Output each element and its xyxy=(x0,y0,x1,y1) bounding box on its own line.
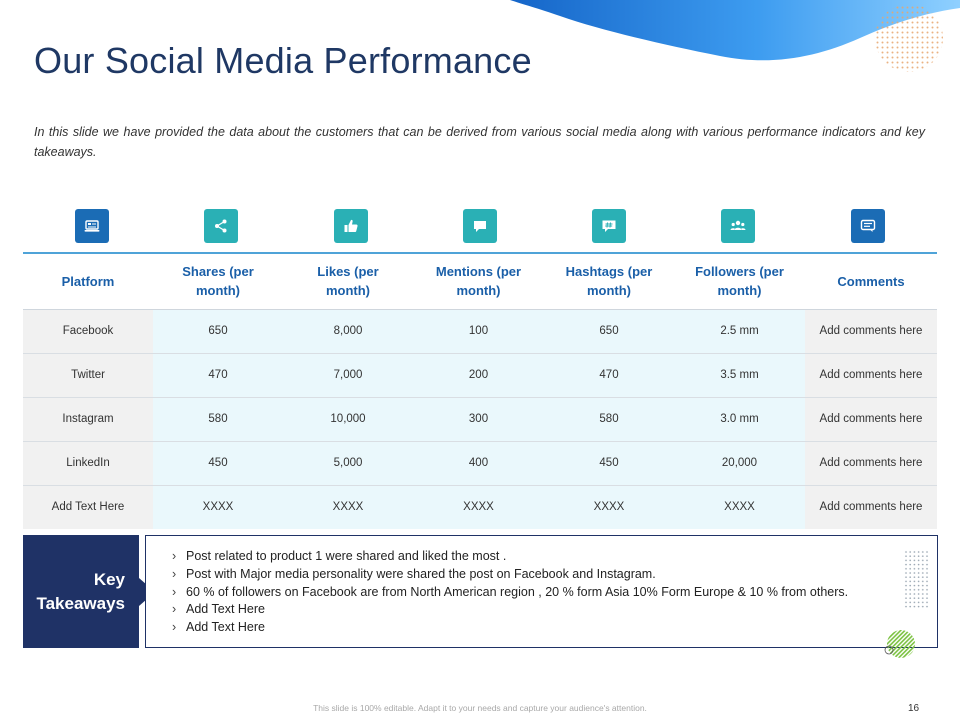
takeaway-item: Post with Major media personality were s… xyxy=(172,566,937,584)
laptop-icon xyxy=(75,209,109,243)
cell-comments[interactable]: Add comments here xyxy=(805,309,937,354)
cell-mentions: 100 xyxy=(413,309,544,354)
cell-mentions: XXXX xyxy=(413,485,544,529)
table-row: LinkedIn 450 5,000 400 450 20,000 Add co… xyxy=(23,441,937,486)
decorative-green-circle xyxy=(884,630,915,658)
header-hashtags: Hashtags (per month) xyxy=(544,252,674,310)
cell-hashtags: 470 xyxy=(544,353,674,398)
cell-mentions: 300 xyxy=(413,397,544,442)
intro-paragraph: In this slide we have provided the data … xyxy=(34,125,925,159)
cell-followers: 3.5 mm xyxy=(674,353,805,398)
cell-hashtags: 450 xyxy=(544,441,674,486)
page-title: Our Social Media Performance xyxy=(34,40,532,81)
key-takeaways-label: Key Takeaways xyxy=(23,535,139,648)
cell-hashtags: 650 xyxy=(544,309,674,354)
cell-comments[interactable]: Add comments here xyxy=(805,485,937,529)
cell-shares: 580 xyxy=(153,397,283,442)
page-number: 16 xyxy=(908,703,920,714)
takeaway-item[interactable]: Add Text Here xyxy=(172,619,937,637)
cell-likes: 8,000 xyxy=(283,309,413,354)
cell-platform: Twitter xyxy=(23,353,153,398)
cell-comments[interactable]: Add comments here xyxy=(805,441,937,486)
header-mentions: Mentions (per month) xyxy=(413,252,544,310)
cell-likes: XXXX xyxy=(283,485,413,529)
cell-platform[interactable]: Add Text Here xyxy=(23,485,153,529)
cell-followers: XXXX xyxy=(674,485,805,529)
cell-followers: 2.5 mm xyxy=(674,309,805,354)
cell-shares: 450 xyxy=(153,441,283,486)
key-takeaways-box: Post related to product 1 were shared an… xyxy=(145,535,938,648)
cell-platform: Facebook xyxy=(23,309,153,354)
share-icon xyxy=(204,209,238,243)
cell-followers: 3.0 mm xyxy=(674,397,805,442)
header-followers: Followers (per month) xyxy=(674,252,805,310)
cell-shares: XXXX xyxy=(153,485,283,529)
header-platform: Platform xyxy=(23,252,153,310)
table-row: Add Text Here XXXX XXXX XXXX XXXX XXXX A… xyxy=(23,485,937,529)
cell-mentions: 400 xyxy=(413,441,544,486)
cell-mentions: 200 xyxy=(413,353,544,398)
key-takeaways-list: Post related to product 1 were shared an… xyxy=(172,548,937,637)
cell-comments[interactable]: Add comments here xyxy=(805,397,937,442)
group-icon xyxy=(721,209,755,243)
takeaway-item[interactable]: Add Text Here xyxy=(172,601,937,619)
header-comments: Comments xyxy=(805,252,937,310)
takeaway-item: 60 % of followers on Facebook are from N… xyxy=(172,584,937,602)
table-row: Instagram 580 10,000 300 580 3.0 mm Add … xyxy=(23,397,937,442)
column-icons-row xyxy=(23,209,937,245)
thumbs-up-icon xyxy=(334,209,368,243)
cell-platform: LinkedIn xyxy=(23,441,153,486)
key-takeaways-label-line2: Takeaways xyxy=(36,593,125,613)
cell-likes: 5,000 xyxy=(283,441,413,486)
cell-likes: 7,000 xyxy=(283,353,413,398)
decorative-dot-grid xyxy=(904,550,930,608)
chat-bubble-icon xyxy=(463,209,497,243)
cell-comments[interactable]: Add comments here xyxy=(805,353,937,398)
cell-likes: 10,000 xyxy=(283,397,413,442)
table-row: Twitter 470 7,000 200 470 3.5 mm Add com… xyxy=(23,353,937,398)
takeaway-item: Post related to product 1 were shared an… xyxy=(172,548,937,566)
performance-table: Platform Shares (per month) Likes (per m… xyxy=(23,252,937,529)
cell-hashtags: XXXX xyxy=(544,485,674,529)
cell-followers: 20,000 xyxy=(674,441,805,486)
table-row: Facebook 650 8,000 100 650 2.5 mm Add co… xyxy=(23,309,937,354)
cell-platform: Instagram xyxy=(23,397,153,442)
header-shares: Shares (per month) xyxy=(153,252,283,310)
header-likes: Likes (per month) xyxy=(283,252,413,310)
comment-icon xyxy=(851,209,885,243)
cell-hashtags: 580 xyxy=(544,397,674,442)
key-takeaways-label-line1: Key xyxy=(93,569,125,589)
cell-shares: 470 xyxy=(153,353,283,398)
hashtag-bubble-icon xyxy=(592,209,626,243)
cell-shares: 650 xyxy=(153,309,283,354)
table-header-row: Platform Shares (per month) Likes (per m… xyxy=(23,252,937,310)
footer-note: This slide is 100% editable. Adapt it to… xyxy=(313,703,647,713)
